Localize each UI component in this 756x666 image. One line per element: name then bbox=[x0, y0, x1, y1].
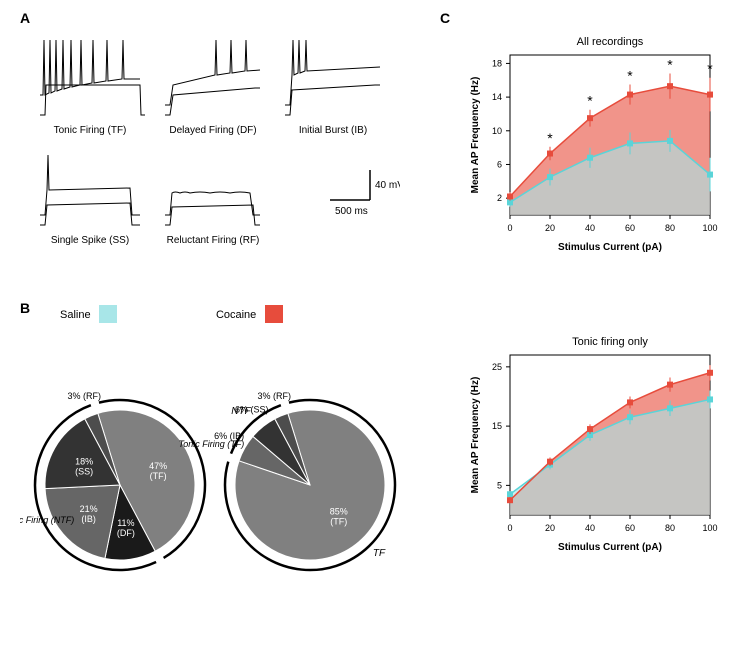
panel-c-charts: All recordings 0 20 40 60 80 100 2 6 10 14 18 Stimul… bbox=[440, 25, 740, 650]
panel-b-label: B bbox=[20, 300, 30, 316]
svg-text:60: 60 bbox=[625, 523, 635, 533]
panel-b-pies: 47%(TF)11%(DF)21%(IB)18%(SS)3% (RF)Tonic… bbox=[20, 335, 420, 650]
svg-text:Mean AP Frequency (Hz): Mean AP Frequency (Hz) bbox=[470, 377, 481, 494]
svg-text:*: * bbox=[627, 67, 633, 83]
pies-svg: 47%(TF)11%(DF)21%(IB)18%(SS)3% (RF)Tonic… bbox=[20, 335, 420, 645]
svg-text:TF: TF bbox=[373, 548, 386, 559]
svg-text:15: 15 bbox=[492, 421, 502, 431]
svg-text:Stimulus Current (pA): Stimulus Current (pA) bbox=[558, 242, 662, 253]
svg-text:80: 80 bbox=[665, 523, 675, 533]
traces-svg: Tonic Firing (TF) Delayed Firing (DF) In… bbox=[30, 25, 400, 275]
svg-text:18%: 18% bbox=[75, 457, 93, 467]
svg-text:25: 25 bbox=[492, 362, 502, 372]
svg-text:NTF: NTF bbox=[231, 406, 251, 417]
svg-text:14: 14 bbox=[492, 92, 502, 102]
svg-text:11%: 11% bbox=[117, 518, 134, 528]
svg-text:500 ms: 500 ms bbox=[335, 206, 368, 217]
svg-text:*: * bbox=[547, 130, 553, 146]
svg-text:20: 20 bbox=[545, 223, 555, 233]
svg-text:Non Tonic Firing (NTF): Non Tonic Firing (NTF) bbox=[20, 515, 74, 525]
svg-text:(SS): (SS) bbox=[75, 467, 93, 477]
svg-text:100: 100 bbox=[702, 223, 717, 233]
svg-text:3% (RF): 3% (RF) bbox=[258, 391, 292, 401]
svg-text:40 mV: 40 mV bbox=[375, 180, 400, 191]
svg-text:80: 80 bbox=[665, 223, 675, 233]
svg-text:0: 0 bbox=[507, 523, 512, 533]
svg-text:Mean AP Frequency (Hz): Mean AP Frequency (Hz) bbox=[470, 77, 481, 194]
svg-text:0: 0 bbox=[507, 223, 512, 233]
svg-text:Reluctant Firing (RF): Reluctant Firing (RF) bbox=[167, 235, 260, 246]
svg-text:Tonic Firing (TF): Tonic Firing (TF) bbox=[54, 125, 127, 136]
svg-text:*: * bbox=[587, 93, 593, 109]
svg-text:60: 60 bbox=[625, 223, 635, 233]
svg-text:(IB): (IB) bbox=[81, 514, 96, 524]
svg-text:2: 2 bbox=[497, 193, 502, 203]
cocaine-swatch bbox=[265, 305, 283, 323]
svg-text:(TF): (TF) bbox=[150, 471, 167, 481]
saline-legend-text: Saline bbox=[60, 309, 91, 321]
panel-a-label: A bbox=[20, 10, 30, 26]
panel-c-label: C bbox=[440, 10, 450, 26]
svg-text:Single Spike (SS): Single Spike (SS) bbox=[51, 235, 129, 246]
svg-text:21%: 21% bbox=[80, 504, 98, 514]
charts-svg: All recordings 0 20 40 60 80 100 2 6 10 14 18 Stimul… bbox=[440, 25, 740, 645]
svg-text:40: 40 bbox=[585, 523, 595, 533]
svg-text:100: 100 bbox=[702, 523, 717, 533]
svg-text:18: 18 bbox=[492, 58, 502, 68]
svg-text:47%: 47% bbox=[149, 461, 167, 471]
svg-text:All recordings: All recordings bbox=[577, 36, 644, 48]
svg-text:(TF): (TF) bbox=[330, 517, 347, 527]
svg-text:10: 10 bbox=[492, 126, 502, 136]
svg-text:*: * bbox=[667, 57, 673, 73]
cocaine-legend-text: Cocaine bbox=[216, 309, 256, 321]
svg-text:20: 20 bbox=[545, 523, 555, 533]
svg-text:Delayed Firing (DF): Delayed Firing (DF) bbox=[169, 125, 256, 136]
svg-text:Initial Burst (IB): Initial Burst (IB) bbox=[299, 125, 367, 136]
svg-text:5: 5 bbox=[497, 480, 502, 490]
svg-text:Tonic firing only: Tonic firing only bbox=[572, 336, 648, 348]
svg-text:(DF): (DF) bbox=[117, 528, 135, 538]
svg-text:6: 6 bbox=[497, 159, 502, 169]
svg-text:*: * bbox=[707, 61, 713, 77]
svg-text:85%: 85% bbox=[330, 507, 348, 517]
panel-a-traces: Tonic Firing (TF) Delayed Firing (DF) In… bbox=[30, 25, 400, 275]
svg-text:3% (RF): 3% (RF) bbox=[68, 391, 102, 401]
panel-b-legend: Saline Cocaine bbox=[60, 305, 283, 323]
svg-text:Stimulus Current (pA): Stimulus Current (pA) bbox=[558, 542, 662, 553]
svg-text:40: 40 bbox=[585, 223, 595, 233]
saline-swatch bbox=[99, 305, 117, 323]
